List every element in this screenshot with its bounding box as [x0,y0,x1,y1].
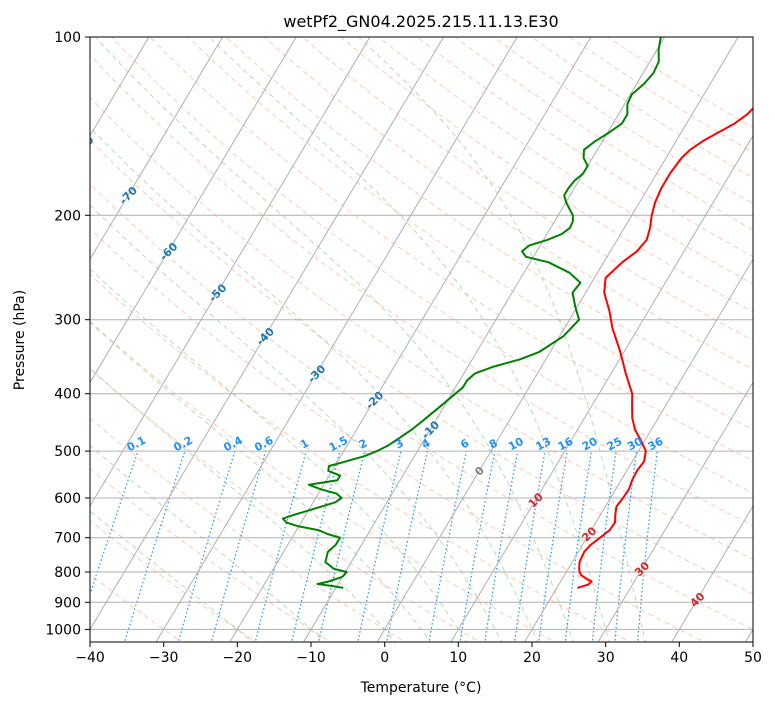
mixing-ratio-line [317,450,366,642]
x-tick-label: −40 [75,650,105,666]
mixing-ratio-line [90,450,139,597]
dry-adiabat-line [90,139,753,595]
x-tick-label: 0 [380,650,389,666]
chart-title: wetPf2_GN04.2025.215.11.13.E30 [283,12,558,32]
isotherm-gridline [90,37,150,137]
x-tick-label: −20 [223,650,253,666]
y-axis: 100 200 300 400 500 600 700 800 900 1000 [45,30,90,638]
x-axis-title: Temperature (°C) [360,680,482,696]
y-tick-label: 100 [54,30,81,46]
mixing-ratio-label: 13 [534,435,554,454]
isotherm-gridline [155,37,518,642]
moist-adiabat-line [208,37,610,642]
isotherm-gridline [90,37,297,384]
y-tick-label: 900 [54,595,81,611]
y-tick-label: 400 [54,387,81,403]
mixing-ratio-line [254,450,307,642]
mixing-ratio-label: 16 [556,435,576,454]
dry-adiabat-line [90,54,753,527]
mixing-ratio-label: 25 [605,435,625,454]
x-axis: −40 −30 −20 −10 0 10 20 30 40 50 [75,642,762,666]
mixing-ratio-line [428,450,467,642]
dry-adiabat-line [90,273,631,642]
mixing-ratio-line [291,450,341,642]
dry-adiabat-line [149,37,753,462]
isotherm-gridline [523,258,753,642]
dry-adiabat-line [90,417,407,642]
x-tick-label: 40 [670,650,688,666]
x-tick-label: −10 [296,650,326,666]
dewpoint-trace [281,37,662,589]
x-tick-label: 50 [744,650,762,666]
moist-adiabat-line [94,37,574,642]
isotherm-gridline [376,37,739,642]
x-tick-label: −30 [149,650,179,666]
dry-adiabat-line [301,37,753,342]
plot-frame [89,36,754,643]
mixing-ratio-label: 10 [506,435,526,454]
pressure-gridlines [90,37,753,630]
isotherm-gridline [671,505,753,642]
x-tick-label: 10 [449,650,467,666]
mixing-ratio-label: 20 [580,435,600,454]
isotherm-gridline [229,37,592,642]
y-tick-label: 300 [54,313,81,329]
sounding-traces [281,37,753,589]
isotherm-gridline [450,134,753,642]
dry-adiabat-line [90,183,753,630]
isotherm-gridline [90,37,445,631]
mixing-ratio-line [177,450,236,642]
x-tick-label: 30 [597,650,615,666]
dry-adiabat-line [90,320,556,642]
mixing-ratio-line [210,450,267,642]
isotherm-gridline [302,37,666,642]
y-axis-title: Pressure (hPa) [12,290,28,390]
dry-adiabat-line [90,96,753,560]
mixing-ratio-line [386,450,429,642]
isotherm-gridlines [90,37,753,642]
y-tick-label: 1000 [45,622,81,638]
mixing-ratio-line [357,450,402,642]
isotherm-label: -80 [73,133,96,156]
x-tick-label: 20 [523,650,541,666]
isotherm-gridline [597,381,753,642]
mixing-ratio-label: 36 [646,435,666,454]
y-tick-label: 800 [54,565,81,581]
mixing-ratio-label: 30 [625,435,645,454]
isotherm-gridline [90,37,371,507]
y-tick-label: 200 [54,208,81,224]
y-tick-label: 500 [54,444,81,460]
y-tick-label: 700 [54,531,81,547]
dry-adiabat-line [225,37,753,400]
isotherm-gridline [90,37,224,261]
moist-adiabat-line [90,268,467,642]
dry-adiabat-line [90,468,332,642]
dry-adiabat-line [378,37,753,285]
temperature-trace [577,107,753,589]
y-tick-label: 600 [54,491,81,507]
